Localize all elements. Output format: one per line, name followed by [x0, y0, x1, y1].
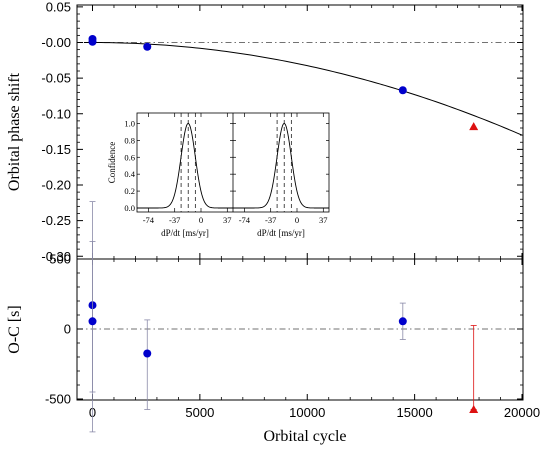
inset-xtick-label: -74 [143, 215, 155, 225]
top-ytick-label: -0.05 [41, 71, 71, 86]
bottom-ytick-label: 0 [64, 322, 71, 337]
top-panel: 0.05 -0.00 -0.05 -0.10 -0.15 -0.20 -0.25 -0.30 O… [6, 0, 524, 264]
inset-ytick-label: 0.0 [124, 203, 135, 213]
inset-ytick-label: 0.4 [124, 169, 135, 179]
bottom-data-point [143, 349, 152, 358]
top-ylabel: Orbital phase shift [6, 72, 23, 191]
bottom-xtick-label: 20000 [504, 405, 540, 420]
top-ytick-label: 0.05 [46, 0, 71, 14]
bottom-data-point [88, 317, 97, 326]
inset-xlabel: dP/dt [ms/yr] [161, 228, 209, 238]
inset-xtick-label: -37 [265, 215, 276, 225]
top-data-triangle [469, 122, 479, 131]
inset-ytick-label: 0.6 [124, 152, 135, 162]
inset-confidence-curve [233, 122, 329, 209]
inset-ytick-label: 1.0 [124, 118, 135, 128]
top-data-point [398, 86, 407, 95]
inset-xtick-label: 37 [223, 215, 232, 225]
top-ytick-label: -0.25 [41, 213, 71, 228]
bottom-ytick-label: 500 [49, 252, 71, 267]
bottom-data-triangle [469, 405, 479, 413]
bottom-data-point [398, 317, 407, 326]
inset-xtick-label: -37 [169, 215, 180, 225]
top-ytick-label: -0.30 [41, 249, 71, 264]
inset-xtick-label: 0 [199, 215, 203, 225]
top-ytick-label: -0.15 [41, 142, 71, 157]
inset-xlabel: dP/dt [ms/yr] [257, 228, 305, 238]
bottom-xtick-label: 10000 [289, 405, 325, 420]
inset-ylabel: Confidence [107, 142, 117, 183]
inset-xtick-label: -74 [239, 215, 251, 225]
inset-xtick-label: 0 [295, 215, 299, 225]
bottom-ytick-label: -500 [45, 392, 71, 407]
inset-ytick-label: 0.2 [124, 186, 135, 196]
bottom-xtick-label: 5000 [185, 405, 214, 420]
top-model-curve [83, 41, 523, 136]
inset-xtick-label: 37 [319, 215, 328, 225]
top-data-point [143, 42, 152, 51]
inset-panels: -74 -37 0 37 dP/dt [ms/yr] 0.0 0.2 0.4 0.6 0.8 1.0… [107, 112, 330, 238]
top-ytick-label: -0.10 [41, 106, 71, 121]
top-ytick-label: -0.20 [41, 178, 71, 193]
bottom-xtick-label: 15000 [397, 405, 433, 420]
top-ytick-label: -0.00 [41, 35, 71, 50]
top-data-point [88, 37, 97, 46]
inset-ytick-label: 0.8 [124, 135, 135, 145]
inset-confidence-curve [137, 122, 233, 209]
bottom-ylabel: O-C [s] [6, 305, 23, 353]
bottom-xlabel: Orbital cycle [263, 428, 346, 445]
